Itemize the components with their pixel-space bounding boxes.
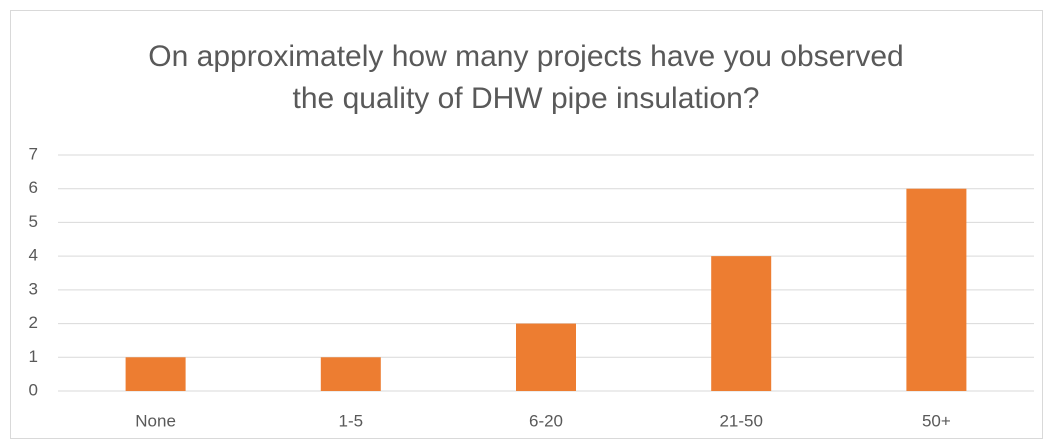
- y-tick-label: 2: [29, 313, 38, 332]
- y-tick-label: 1: [29, 347, 38, 366]
- y-tick-label: 6: [29, 178, 38, 197]
- bar: [516, 323, 576, 391]
- bar: [906, 188, 967, 391]
- bar: [320, 357, 381, 391]
- y-tick-label: 5: [29, 212, 38, 231]
- x-tick-label: 1-5: [339, 411, 364, 430]
- y-tick-label: 0: [29, 380, 38, 399]
- x-tick-label: None: [135, 411, 176, 430]
- y-tick-label: 4: [29, 246, 38, 265]
- x-tick-label: 6-20: [529, 411, 563, 430]
- y-tick-label: 7: [29, 144, 38, 163]
- bar: [125, 357, 186, 391]
- x-tick-label: 50+: [922, 411, 951, 430]
- chart-title: On approximately how many projects have …: [148, 40, 904, 115]
- y-tick-label: 3: [29, 279, 38, 298]
- x-tick-label: 21-50: [719, 411, 762, 430]
- bar: [711, 256, 772, 391]
